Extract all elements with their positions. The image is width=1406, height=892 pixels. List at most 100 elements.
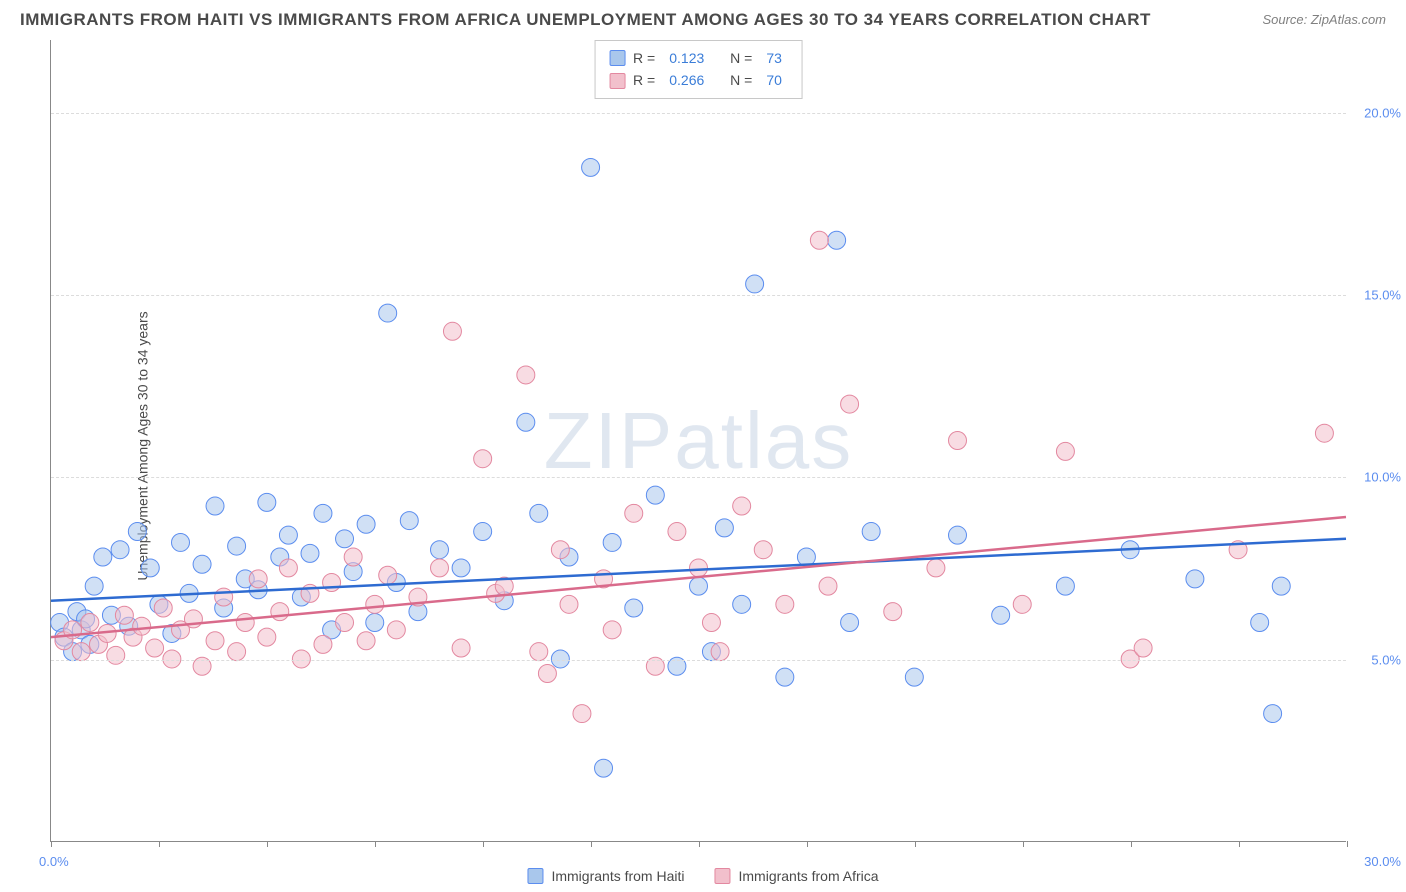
data-point	[1013, 595, 1031, 613]
data-point	[1272, 577, 1290, 595]
data-point	[517, 366, 535, 384]
data-point	[646, 486, 664, 504]
stats-row-haiti: R = 0.123 N = 73	[609, 47, 788, 69]
data-point	[828, 231, 846, 249]
data-point	[111, 541, 129, 559]
x-tick	[1023, 841, 1024, 847]
data-point	[258, 493, 276, 511]
data-point	[443, 322, 461, 340]
data-point	[668, 523, 686, 541]
data-point	[128, 523, 146, 541]
data-point	[236, 614, 254, 632]
r-value-haiti: 0.123	[669, 47, 704, 69]
n-value-africa: 70	[766, 69, 782, 91]
data-point	[733, 595, 751, 613]
data-point	[81, 614, 99, 632]
data-point	[603, 533, 621, 551]
data-point	[776, 668, 794, 686]
data-point	[884, 603, 902, 621]
data-point	[206, 632, 224, 650]
data-point	[560, 595, 578, 613]
legend-label-africa: Immigrants from Africa	[739, 868, 879, 884]
x-tick	[375, 841, 376, 847]
data-point	[474, 450, 492, 468]
data-point	[72, 643, 90, 661]
y-tick-label: 20.0%	[1364, 105, 1401, 120]
x-tick	[267, 841, 268, 847]
data-point	[841, 614, 859, 632]
n-label: N =	[730, 69, 752, 91]
x-tick	[591, 841, 592, 847]
gridline	[51, 113, 1346, 114]
swatch-africa	[715, 868, 731, 884]
data-point	[1264, 705, 1282, 723]
x-tick	[159, 841, 160, 847]
data-point	[810, 231, 828, 249]
data-point	[228, 537, 246, 555]
data-point	[530, 504, 548, 522]
y-tick-label: 5.0%	[1371, 652, 1401, 667]
data-point	[301, 544, 319, 562]
gridline	[51, 477, 1346, 478]
y-tick-label: 15.0%	[1364, 288, 1401, 303]
data-point	[452, 559, 470, 577]
data-point	[279, 559, 297, 577]
data-point	[366, 614, 384, 632]
data-point	[746, 275, 764, 293]
data-point	[517, 413, 535, 431]
data-point	[530, 643, 548, 661]
data-point	[819, 577, 837, 595]
data-point	[141, 559, 159, 577]
data-point	[927, 559, 945, 577]
data-point	[314, 504, 332, 522]
data-point	[379, 566, 397, 584]
data-point	[711, 643, 729, 661]
legend-item-haiti: Immigrants from Haiti	[527, 868, 684, 884]
data-point	[133, 617, 151, 635]
x-tick	[51, 841, 52, 847]
data-point	[551, 541, 569, 559]
data-point	[400, 512, 418, 530]
x-tick	[807, 841, 808, 847]
x-tick	[1239, 841, 1240, 847]
data-point	[228, 643, 246, 661]
plot-area: ZIPatlas R = 0.123 N = 73 R = 0.266 N = …	[50, 40, 1346, 842]
data-point	[538, 665, 556, 683]
data-point	[949, 526, 967, 544]
data-point	[336, 614, 354, 632]
data-point	[776, 595, 794, 613]
source-attribution: Source: ZipAtlas.com	[1262, 12, 1386, 27]
r-value-africa: 0.266	[669, 69, 704, 91]
data-point	[733, 497, 751, 515]
data-point	[336, 530, 354, 548]
data-point	[690, 577, 708, 595]
data-point	[85, 577, 103, 595]
data-point	[314, 635, 332, 653]
data-point	[595, 759, 613, 777]
data-point	[949, 432, 967, 450]
data-point	[702, 614, 720, 632]
data-point	[862, 523, 880, 541]
data-point	[172, 533, 190, 551]
data-point	[387, 621, 405, 639]
data-point	[258, 628, 276, 646]
data-point	[431, 559, 449, 577]
x-tick	[1131, 841, 1132, 847]
legend-item-africa: Immigrants from Africa	[715, 868, 879, 884]
swatch-africa	[609, 73, 625, 89]
data-point	[193, 555, 211, 573]
x-axis-min-label: 0.0%	[39, 854, 69, 869]
data-point	[431, 541, 449, 559]
data-point	[992, 606, 1010, 624]
r-label: R =	[633, 69, 655, 91]
data-point	[690, 559, 708, 577]
data-point	[452, 639, 470, 657]
data-point	[206, 497, 224, 515]
data-point	[474, 523, 492, 541]
x-axis-max-label: 30.0%	[1364, 854, 1401, 869]
r-label: R =	[633, 47, 655, 69]
swatch-haiti	[527, 868, 543, 884]
n-value-haiti: 73	[766, 47, 782, 69]
data-point	[625, 504, 643, 522]
y-tick-label: 10.0%	[1364, 470, 1401, 485]
